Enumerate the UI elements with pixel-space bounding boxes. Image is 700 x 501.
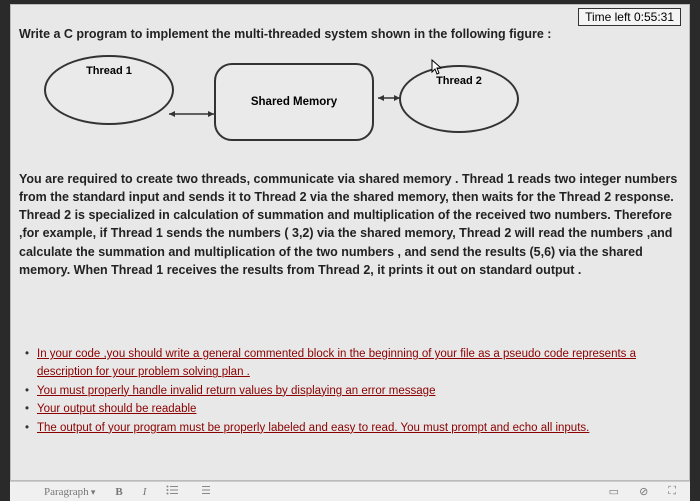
node-thread1: Thread 1 xyxy=(44,55,174,125)
requirements-list: In your code ,you should write a general… xyxy=(19,345,681,437)
mouse-cursor-icon xyxy=(431,59,445,78)
expand-icon[interactable]: ⛶ xyxy=(664,485,680,498)
list-ul-icon[interactable] xyxy=(162,485,182,498)
node-shared-memory-label: Shared Memory xyxy=(251,96,337,108)
requirement-item: The output of your program must be prope… xyxy=(19,419,681,437)
image-icon[interactable]: ▭ xyxy=(605,485,623,498)
question-prompt: Write a C program to implement the multi… xyxy=(19,27,681,41)
italic-button[interactable]: I xyxy=(139,486,151,498)
link-icon[interactable]: ⊘ xyxy=(635,485,652,498)
question-body: You are required to create two threads, … xyxy=(19,170,681,279)
edge-t1-sm xyxy=(164,107,219,121)
requirement-item: You must properly handle invalid return … xyxy=(19,382,681,400)
requirement-item: Your output should be readable xyxy=(19,400,681,418)
question-page: Time left 0:55:31 Write a C program to i… xyxy=(10,4,690,481)
thread-diagram: Thread 1 Shared Memory Thread 2 xyxy=(19,45,681,165)
node-shared-memory: Shared Memory xyxy=(214,63,374,141)
time-left-box: Time left 0:55:31 xyxy=(578,8,681,26)
bold-button[interactable]: B xyxy=(111,486,126,498)
node-thread1-label: Thread 1 xyxy=(86,65,132,77)
list-ol-icon[interactable] xyxy=(194,485,214,498)
paragraph-style-dropdown[interactable]: Paragraph xyxy=(40,486,99,498)
node-thread2: Thread 2 xyxy=(399,65,519,133)
time-left-label: Time left 0:55:31 xyxy=(585,10,674,24)
requirement-item: In your code ,you should write a general… xyxy=(19,345,681,382)
editor-toolbar: Paragraph B I ▭ ⊘ ⛶ xyxy=(10,481,690,501)
